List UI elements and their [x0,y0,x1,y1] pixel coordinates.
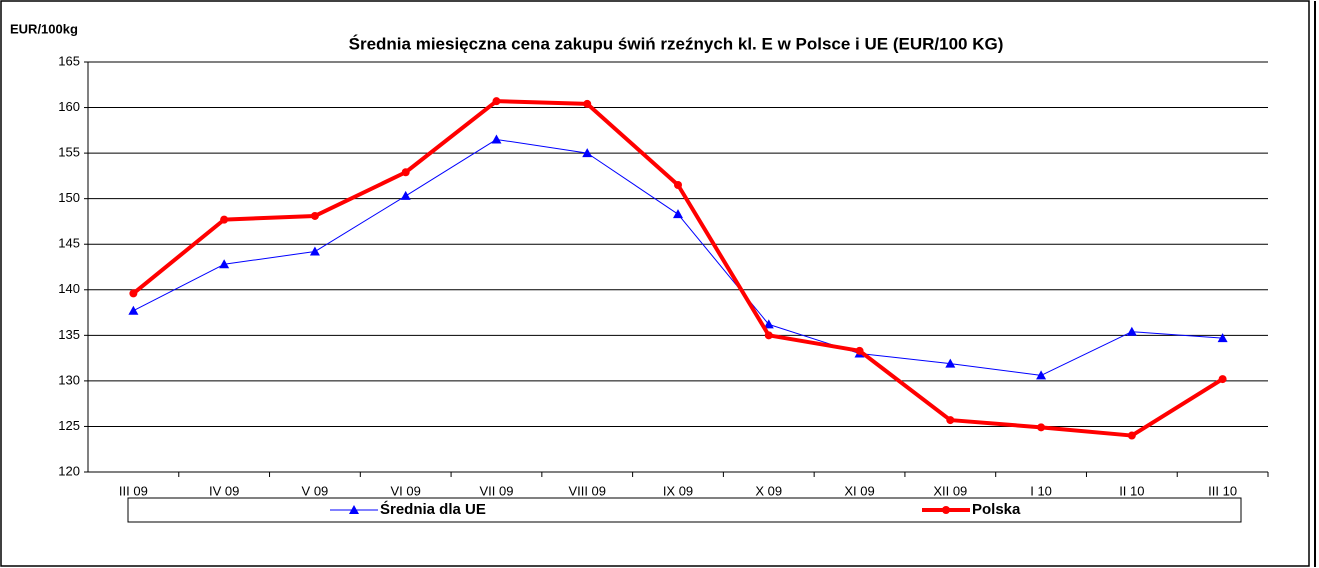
point-marker [942,506,950,514]
y-tick-label: 150 [58,190,80,205]
point-marker [219,259,230,269]
point-marker [491,134,502,144]
chart-title: Średnia miesięczna cena zakupu świń rzeź… [349,34,1004,53]
point-marker [1217,333,1228,343]
point-marker [309,246,320,256]
x-tick-label: II 10 [1119,483,1144,498]
point-marker [1126,326,1137,336]
legend-label: Polska [972,501,1021,518]
point-marker [674,181,682,189]
point-marker [129,289,138,298]
y-tick-label: 140 [58,281,80,296]
point-marker [128,305,139,315]
point-marker [673,209,683,219]
y-tick-label: 135 [58,327,80,342]
point-marker [1037,423,1046,432]
point-marker [400,190,411,200]
point-marker [946,416,955,425]
point-marker [492,97,501,106]
x-tick-label: V 09 [302,483,329,498]
y-tick-label: 155 [58,145,80,160]
x-tick-label: VIII 09 [568,483,606,498]
x-tick-label: III 09 [119,483,148,498]
legend-box [127,497,1242,523]
y-tick-label: 120 [58,463,80,478]
point-marker [1036,370,1047,380]
x-tick-label: VI 09 [391,483,421,498]
x-tick-label: I 10 [1030,483,1052,498]
y-tick-label: 130 [58,372,80,387]
point-marker [945,358,956,368]
y-tick-label: 125 [58,418,80,433]
point-marker [582,148,593,158]
y-axis-label: EUR/100kg [10,21,78,36]
x-tick-label: VII 09 [479,483,513,498]
x-tick-label: XII 09 [933,483,967,498]
y-tick-label: 165 [58,53,80,68]
point-marker [310,211,319,220]
point-marker [855,346,864,355]
x-tick-label: XI 09 [844,483,874,498]
x-tick-label: X 09 [755,483,782,498]
point-marker [401,168,410,177]
point-marker [1127,431,1136,440]
x-tick-label: IV 09 [209,483,239,498]
x-tick-label: IX 09 [663,483,693,498]
point-marker [583,99,592,108]
point-marker [1218,375,1227,384]
x-tick-label: III 10 [1208,483,1237,498]
point-marker [220,215,229,224]
point-marker [349,505,359,514]
y-tick-label: 160 [58,99,80,114]
point-marker [763,319,774,329]
point-marker [764,331,773,340]
y-tick-label: 145 [58,236,80,251]
legend-label: Średnia dla UE [380,500,486,518]
